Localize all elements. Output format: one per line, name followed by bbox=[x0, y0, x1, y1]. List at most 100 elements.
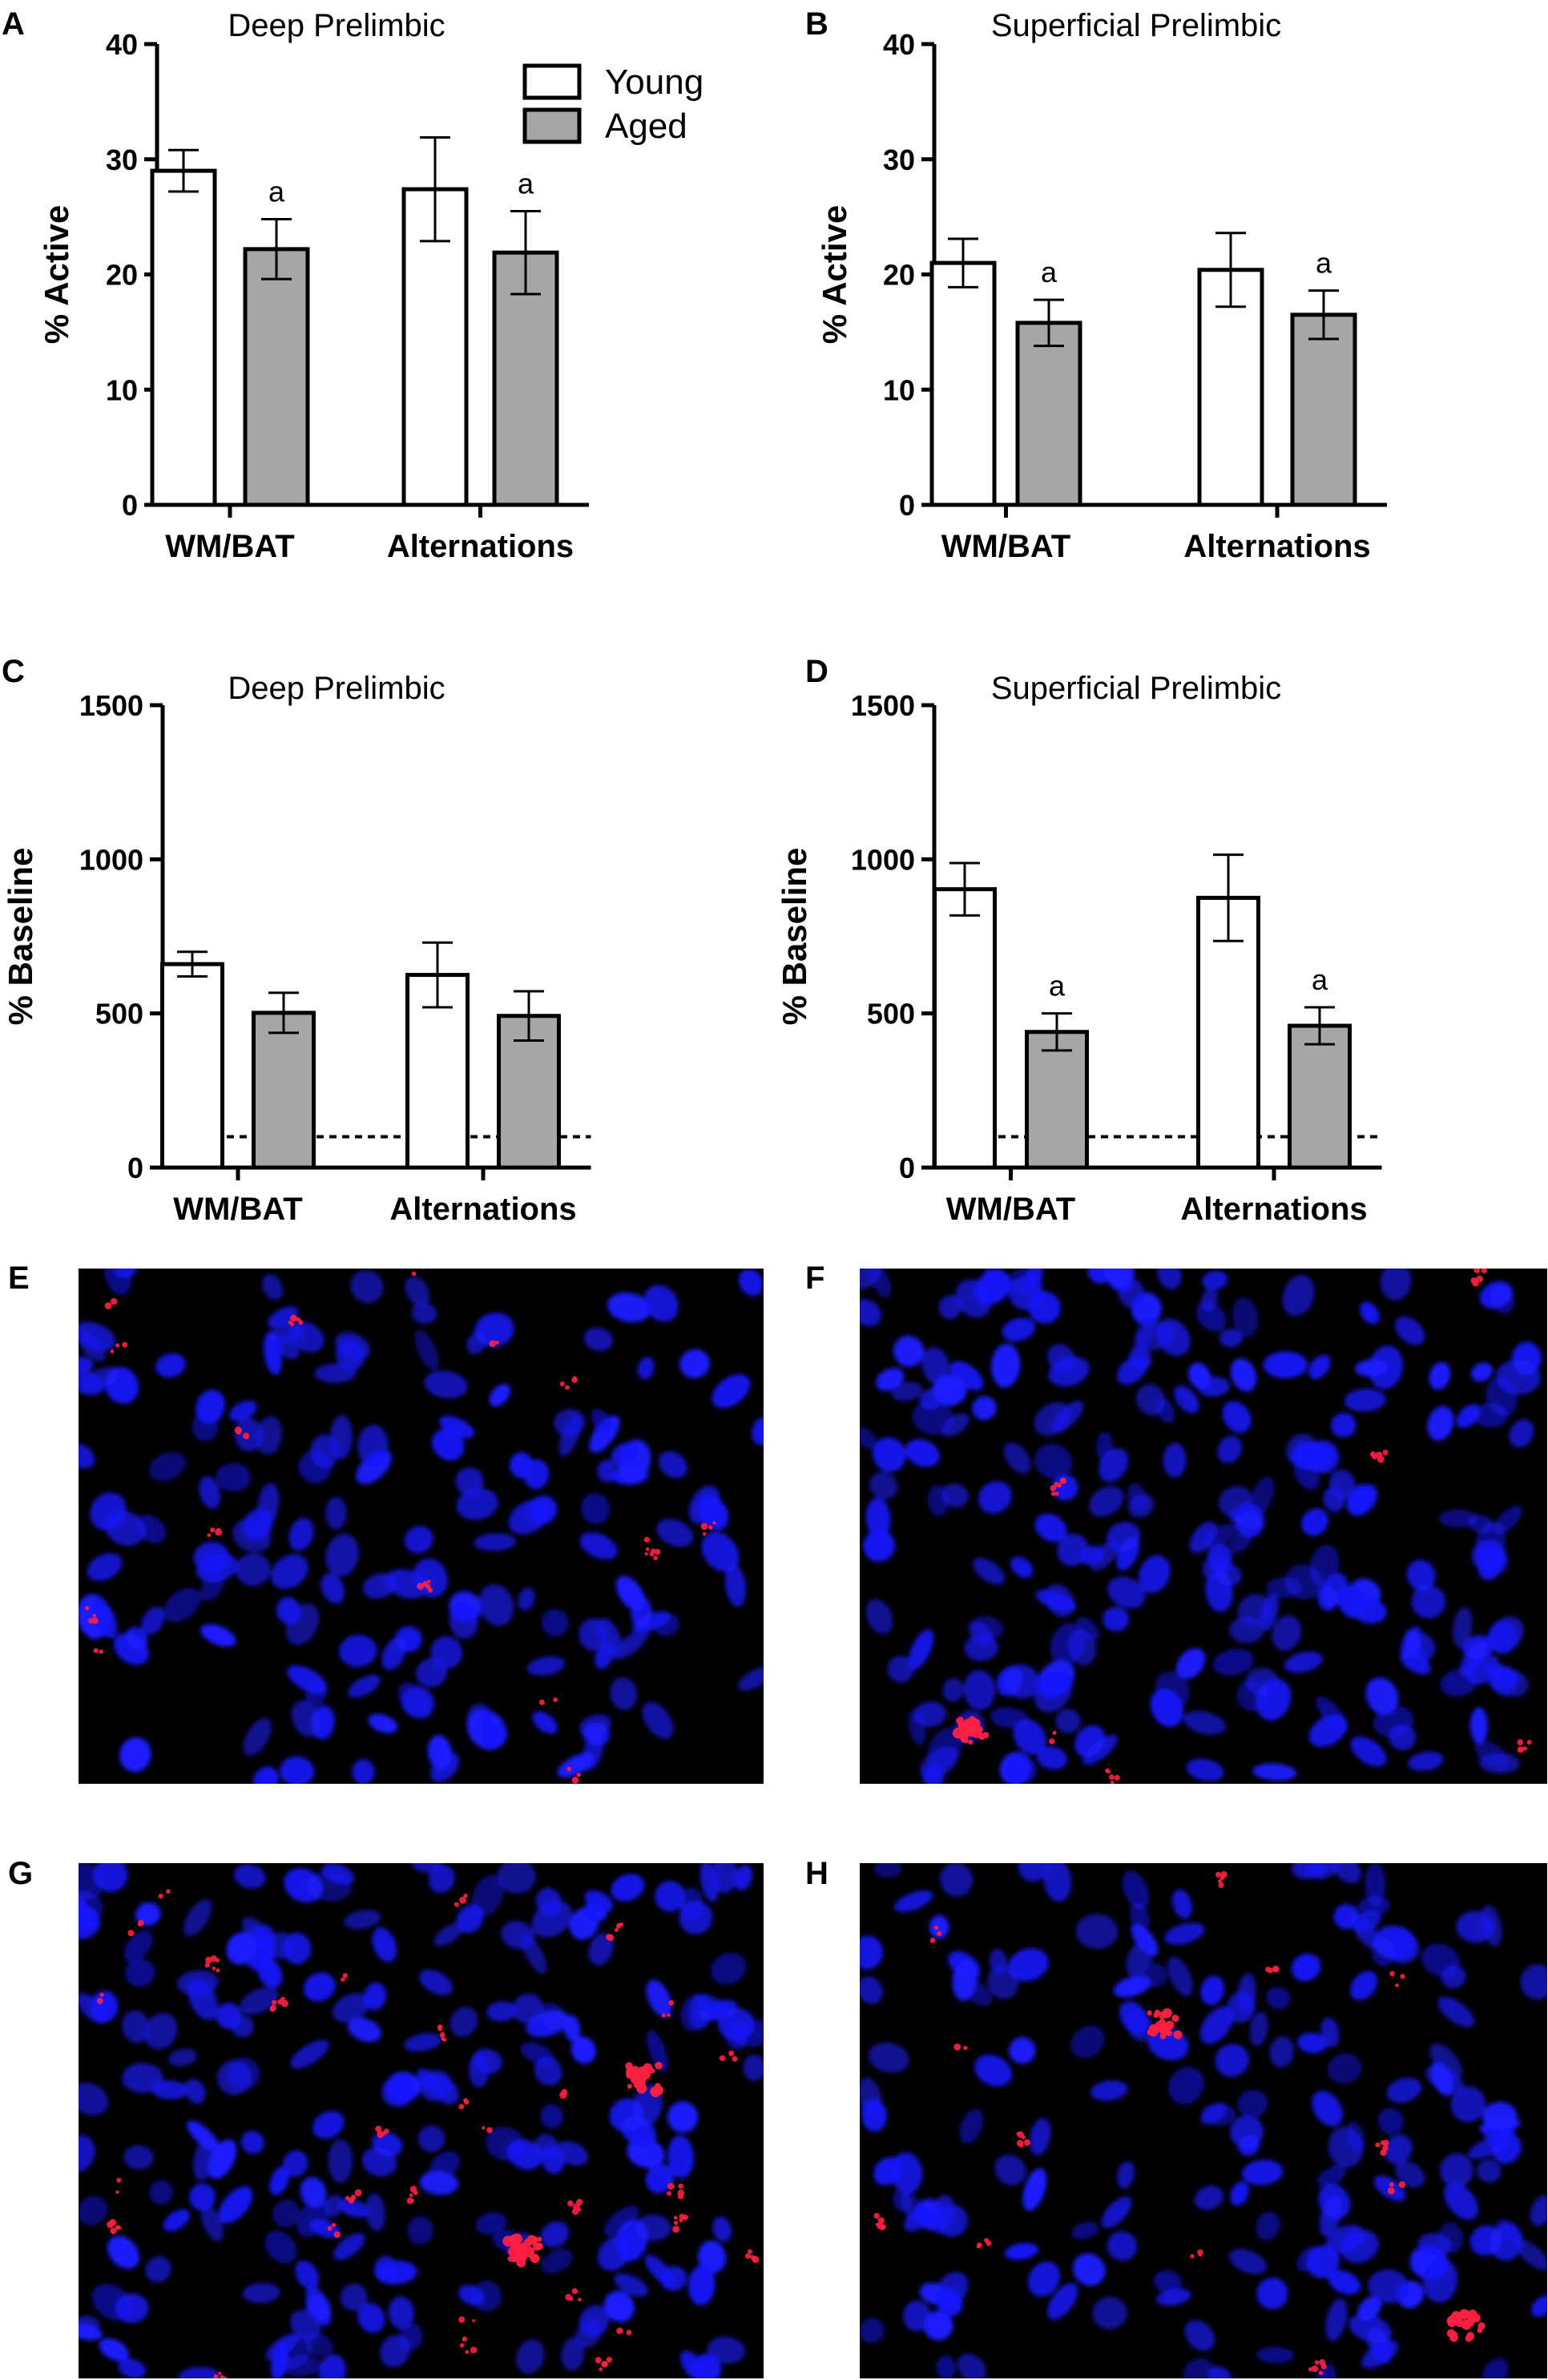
nucleus bbox=[903, 2300, 931, 2332]
nucleus bbox=[168, 2048, 197, 2067]
nucleus bbox=[894, 1890, 933, 1913]
nucleus bbox=[107, 2235, 139, 2269]
nucleus bbox=[868, 2042, 909, 2073]
nucleus bbox=[1027, 1290, 1061, 1324]
nucleus bbox=[332, 1993, 369, 2023]
nucleus bbox=[1337, 1585, 1368, 1619]
nucleus bbox=[701, 1531, 740, 1572]
red-punctum bbox=[1161, 2026, 1170, 2035]
red-punctum bbox=[1481, 1269, 1487, 1274]
red-punctum bbox=[1522, 1746, 1528, 1751]
nucleus bbox=[298, 1450, 333, 1484]
nucleus bbox=[196, 1389, 225, 1424]
nucleus bbox=[456, 1487, 498, 1520]
y-tick-label: 1000 bbox=[79, 843, 143, 876]
nucleus bbox=[288, 1321, 325, 1353]
nucleus bbox=[952, 1958, 978, 2001]
red-punctum bbox=[673, 2221, 679, 2225]
micrograph-image bbox=[860, 1863, 1547, 2378]
red-punctum bbox=[655, 2061, 663, 2070]
chart-panel-b: Superficial Prelimbic % Active 0 10 20 30 40 WM… bbox=[816, 8, 1387, 564]
red-punctum bbox=[110, 1349, 115, 1353]
nucleus bbox=[508, 1499, 549, 1535]
nucleus bbox=[427, 1735, 453, 1770]
nucleus bbox=[688, 1485, 720, 1524]
nucleus bbox=[295, 2260, 320, 2289]
nucleus bbox=[611, 1442, 639, 1466]
chart-panel-c: Deep Prelimbic % Baseline 0 500 1000 1500 WM/B… bbox=[2, 671, 591, 1227]
nucleus bbox=[1331, 1412, 1357, 1438]
nucleus bbox=[922, 1765, 945, 1784]
nucleus bbox=[1490, 1283, 1515, 1314]
nucleus bbox=[1202, 1270, 1228, 1290]
nucleus bbox=[79, 1370, 104, 1396]
nucleus bbox=[1174, 1386, 1199, 1414]
nucleus bbox=[1128, 1494, 1155, 1519]
nucleus bbox=[1439, 2153, 1474, 2188]
y-tick-label: 10 bbox=[883, 373, 915, 406]
nucleus bbox=[145, 2256, 171, 2283]
red-punctum bbox=[1215, 1871, 1222, 1878]
red-punctum bbox=[437, 2026, 442, 2031]
bar-young bbox=[929, 260, 997, 507]
nucleus bbox=[1002, 1664, 1040, 1699]
nucleus bbox=[1212, 1648, 1254, 1676]
nucleus bbox=[733, 2019, 764, 2047]
red-punctum bbox=[672, 2225, 680, 2233]
red-punctum bbox=[138, 1919, 144, 1926]
nucleus bbox=[584, 1890, 613, 1913]
y-tick-label: 0 bbox=[899, 1152, 915, 1184]
red-punctum bbox=[1050, 1491, 1056, 1496]
nucleus bbox=[275, 1335, 300, 1359]
nucleus bbox=[352, 1759, 375, 1784]
nucleus bbox=[1427, 1406, 1454, 1441]
red-punctum bbox=[489, 1340, 496, 1347]
red-punctum bbox=[1400, 1974, 1405, 1979]
nucleus bbox=[79, 2082, 109, 2116]
nucleus bbox=[1291, 1442, 1333, 1470]
red-punctum bbox=[1219, 1875, 1225, 1881]
nucleus bbox=[318, 2354, 346, 2378]
nucleus bbox=[874, 1863, 902, 1878]
red-punctum bbox=[464, 2100, 470, 2105]
puncta-layer bbox=[952, 1269, 1532, 1784]
nucleus bbox=[1496, 1359, 1541, 1395]
red-punctum bbox=[115, 2225, 120, 2230]
nucleus bbox=[644, 2254, 675, 2286]
y-tick-label: 20 bbox=[106, 259, 138, 292]
nucleus bbox=[940, 1863, 974, 1897]
nucleus bbox=[1107, 1576, 1146, 1609]
nucleus bbox=[959, 2108, 984, 2144]
nucleus bbox=[1256, 2277, 1288, 2309]
nucleus bbox=[1272, 1615, 1302, 1652]
red-punctum bbox=[410, 2198, 414, 2203]
nucleus bbox=[1317, 2164, 1347, 2188]
nucleus bbox=[1155, 1398, 1175, 1424]
nucleus bbox=[178, 2366, 220, 2378]
red-punctum bbox=[413, 2190, 418, 2196]
nucleus bbox=[609, 2098, 644, 2132]
red-punctum bbox=[486, 2127, 493, 2133]
nucleus bbox=[303, 1972, 336, 2002]
nucleus bbox=[1328, 2269, 1361, 2295]
nucleus bbox=[1009, 2036, 1036, 2064]
nucleus bbox=[658, 1450, 687, 1478]
red-punctum bbox=[566, 1766, 572, 1772]
red-punctum bbox=[877, 2217, 885, 2225]
nucleus bbox=[1323, 1486, 1345, 1512]
nucleus bbox=[1076, 1616, 1100, 1640]
red-punctum bbox=[1447, 2317, 1457, 2327]
nucleus bbox=[1200, 1975, 1224, 2006]
nucleus bbox=[667, 2135, 694, 2179]
red-punctum bbox=[1375, 1451, 1383, 1458]
nucleus bbox=[667, 2101, 699, 2133]
nucleus bbox=[1018, 1863, 1050, 1882]
legend-label-young: Young bbox=[605, 63, 703, 102]
nucleus bbox=[1388, 1724, 1417, 1751]
nucleus bbox=[187, 1979, 219, 2020]
nucleus bbox=[290, 2309, 321, 2341]
nucleus bbox=[1371, 1936, 1395, 1967]
y-tick-label: 500 bbox=[867, 998, 915, 1031]
x-category-label: WM/BAT bbox=[946, 1192, 1075, 1227]
nucleus bbox=[1183, 1711, 1226, 1735]
